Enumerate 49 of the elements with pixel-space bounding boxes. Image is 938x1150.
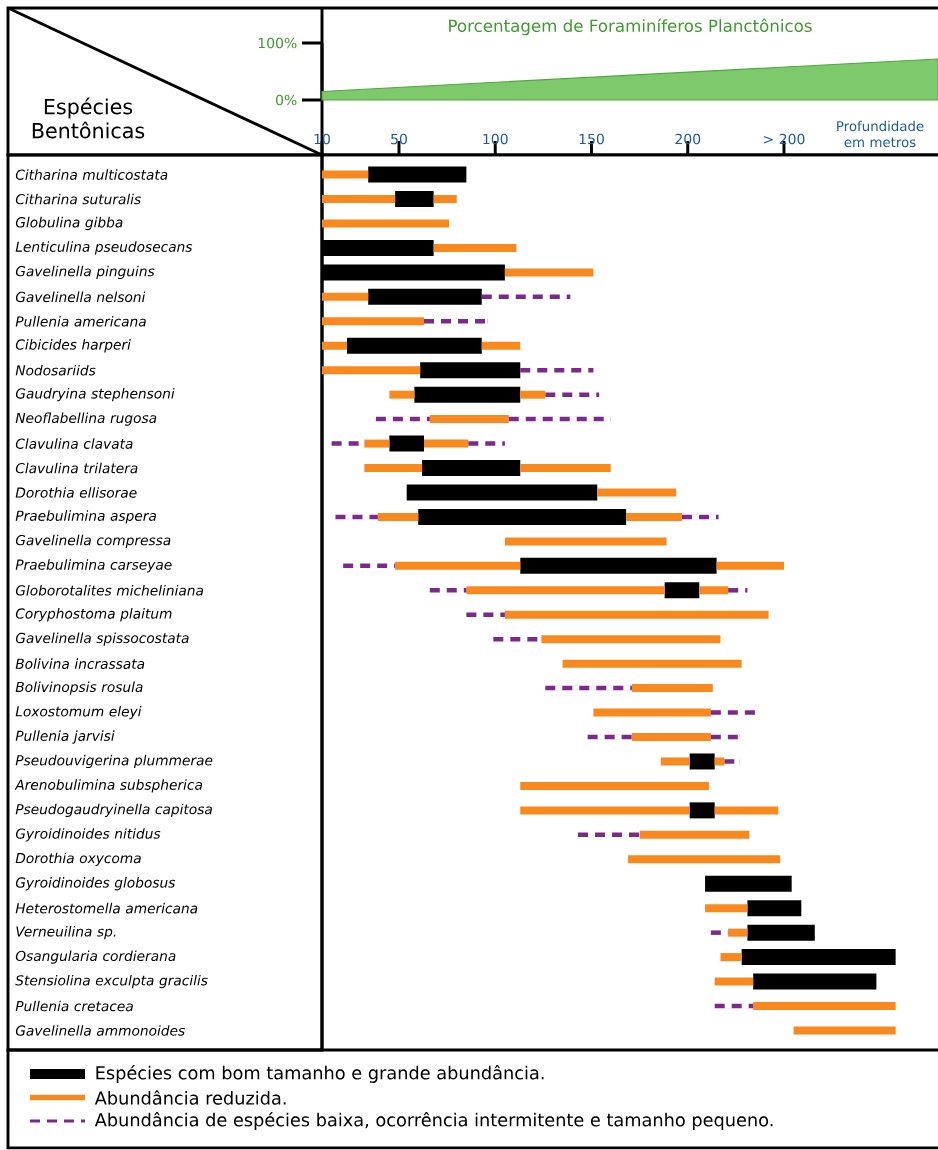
legend-label: Abundância reduzida. — [94, 1090, 286, 1105]
y-tick-label: Clavulina trilatera — [15, 462, 138, 474]
y-tick-label: Citharina multicostata — [15, 169, 168, 180]
x-tick-label: 50 — [391, 133, 407, 145]
x-tick-label: 150 — [579, 133, 604, 145]
y-tick-label: Gavelinella spissocostata — [15, 632, 189, 646]
y-tick-label: 100% — [258, 37, 297, 49]
y-tick-label: Pullenia cretacea — [15, 1000, 133, 1012]
y-tick-label: Heterostomella americana — [15, 902, 198, 914]
y-tick-label: 0% — [275, 94, 297, 106]
y-tick-label: Pullenia jarvisi — [15, 730, 115, 744]
y-tick-label: Gyroidinoides globosus — [15, 877, 176, 891]
y-tick-label: Globorotalites micheliniana — [15, 584, 204, 596]
y-tick-label: Arenobulimina subspherica — [14, 779, 202, 793]
y-tick-label: Coryphostoma plaitum — [15, 608, 172, 622]
y-tick-label: Gyroidinoides nitidus — [15, 828, 161, 842]
y-axis-title: Espécies Bentônicas — [32, 97, 145, 139]
legend-label: Espécies com bom tamanho e grande abundância. — [96, 1065, 544, 1083]
y-tick-label: Gavelinella ammonoides — [15, 1025, 185, 1036]
legend-label: Abundância de espécies baixa, ocorrência intermitente e tamanho pequeno. — [94, 1112, 773, 1130]
y-tick-label: Pseudouvigerina plummerae — [15, 754, 213, 769]
y-tick-label: Dorothia ellisorae — [15, 487, 137, 498]
y-tick-label: Verneuilina sp. — [16, 926, 116, 940]
y-tick-label: Neoflabellina rugosa — [15, 412, 157, 426]
chart-title: Porcentagem de Foraminíferos Planctônicos — [449, 18, 812, 36]
x-tick-label: 100 — [483, 133, 508, 145]
y-tick-label: Gavelinella compressa — [15, 534, 171, 549]
y-tick-label: Gaudryina stephensoni — [15, 388, 175, 402]
x-tick-label: 200 — [675, 133, 701, 145]
y-tick-label: Praebulimina aspera — [15, 510, 156, 524]
x-axis-title: Profundidade em metros — [837, 120, 924, 148]
y-tick-label: Praebulimina carseyae — [15, 559, 172, 573]
y-tick-label: Cibicides harperi — [15, 339, 131, 353]
y-tick-label: Pseudogaudryinella capitosa — [15, 803, 212, 818]
y-tick-label: Dorothia oxycoma — [15, 852, 141, 866]
y-tick-label: Clavulina clavata — [15, 438, 133, 449]
y-tick-label: Lenticulina pseudosecans — [15, 241, 193, 255]
y-tick-label: Loxostomum eleyi — [15, 705, 142, 720]
y-tick-label: Gavelinella nelsoni — [15, 291, 146, 303]
y-tick-label: Stensiolina exculpta gracilis — [15, 974, 208, 989]
y-tick-label: Osangularia cordierana — [15, 950, 176, 964]
y-tick-label: Bolivinopsis rosula — [15, 681, 143, 695]
y-tick-label: Globulina gibba — [15, 216, 123, 231]
x-tick-label: > 200 — [764, 133, 805, 145]
y-tick-label: Pullenia americana — [15, 315, 146, 327]
y-tick-label: Gavelinella pinguins — [15, 265, 155, 280]
y-tick-label: Citharina suturalis — [15, 193, 141, 205]
y-tick-label: Nodosariids — [15, 364, 96, 376]
y-tick-label: Bolivina incrassata — [15, 658, 145, 669]
